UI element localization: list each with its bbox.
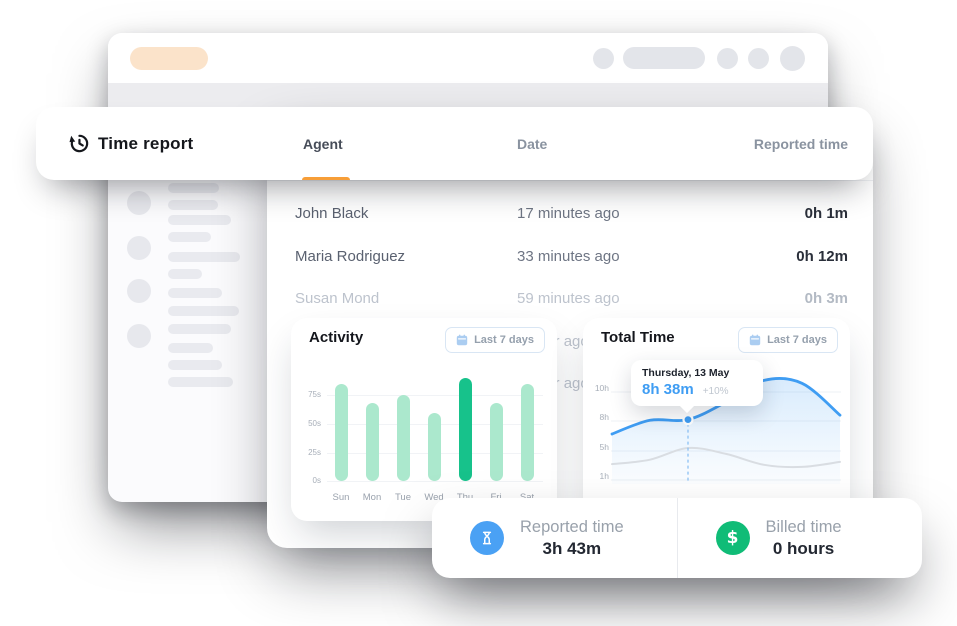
- history-clock-icon: [69, 134, 89, 153]
- y-axis-tick: 25s: [308, 448, 321, 457]
- calendar-icon: [749, 334, 761, 346]
- agent-cell: John Black: [295, 205, 369, 222]
- gridline: [327, 481, 543, 482]
- tab-agent-underline: [302, 177, 350, 180]
- skeleton-text-line: [168, 232, 211, 242]
- y-axis-tick: 5h: [599, 442, 609, 452]
- x-axis-tick: Tue: [394, 492, 412, 503]
- column-header-reported-time[interactable]: Reported time: [753, 135, 848, 152]
- skeleton-text-line: [168, 269, 202, 279]
- calendar-icon: [456, 334, 468, 346]
- skeleton-text-line: [168, 360, 222, 370]
- activity-period-button[interactable]: Last 7 days: [445, 327, 545, 353]
- tab-agent[interactable]: Agent: [303, 135, 343, 152]
- y-axis-tick: 0s: [312, 476, 321, 485]
- y-axis-tick: 75s: [308, 390, 321, 399]
- comparison-line: [611, 446, 841, 469]
- x-axis-tick: Wed: [424, 492, 444, 503]
- avatar-placeholder: [593, 48, 614, 69]
- y-axis-tick: 8h: [599, 412, 609, 422]
- activity-bar-sat[interactable]: [520, 384, 534, 481]
- skeleton-text-line: [168, 324, 231, 334]
- activity-bar-fri[interactable]: [489, 403, 503, 481]
- skeleton-text-line: [168, 200, 218, 210]
- search-placeholder: [623, 47, 705, 69]
- activity-card: Activity Last 7 days 0s 25s 50s 75s Sun Mon Tu…: [291, 318, 557, 521]
- date-cell: 17 minutes ago: [517, 205, 620, 222]
- x-axis-tick: Fri: [480, 492, 512, 503]
- activity-period-label: Last 7 days: [474, 334, 534, 346]
- tooltip-value: 8h 38m: [642, 381, 694, 398]
- activity-bar-thu[interactable]: [458, 378, 472, 481]
- toolbar-dot-3: [780, 46, 805, 71]
- y-axis-tick: 10h: [594, 383, 609, 393]
- tooltip-delta: +10%: [702, 386, 729, 397]
- skeleton-text-line: [168, 377, 233, 387]
- page-title: Time report: [98, 133, 194, 153]
- activity-title: Activity: [309, 329, 364, 346]
- reported-time-cell: 0h 3m: [804, 290, 848, 307]
- table-row[interactable]: Susan Mond 59 minutes ago 0h 3m: [267, 288, 873, 310]
- skeleton-avatar: [127, 324, 151, 348]
- table-row[interactable]: Maria Rodriguez 33 minutes ago 0h 12m: [267, 246, 873, 268]
- skeleton-text-line: [168, 288, 222, 298]
- date-cell: 33 minutes ago: [517, 247, 620, 265]
- skeleton-text-line: [168, 252, 240, 262]
- column-header-date[interactable]: Date: [517, 135, 548, 152]
- skeleton-text-line: [168, 343, 213, 353]
- date-cell: 59 minutes ago: [517, 290, 620, 307]
- reported-area: [612, 378, 840, 484]
- x-axis-tick: Mon: [362, 492, 382, 503]
- highlight-point[interactable]: [682, 413, 694, 426]
- activity-bar-sun[interactable]: [334, 384, 348, 481]
- toolbar-dot-1: [717, 48, 738, 69]
- skeleton-avatar: [127, 279, 151, 303]
- logo-placeholder: [130, 47, 208, 70]
- hourglass-icon: [470, 521, 504, 555]
- total-time-period-button[interactable]: Last 7 days: [738, 327, 838, 353]
- skeleton-avatar: [127, 236, 151, 260]
- reported-time-label: Reported time: [520, 518, 624, 537]
- total-time-period-label: Last 7 days: [767, 334, 827, 346]
- y-axis-tick: 50s: [308, 419, 321, 428]
- skeleton-text-line: [168, 306, 239, 316]
- toolbar-dot-2: [748, 48, 769, 69]
- reported-time-summary: Reported time 3h 43m: [432, 498, 677, 578]
- browser-header: [108, 33, 828, 83]
- time-report-header: Time report Agent Date Reported time: [36, 107, 873, 180]
- x-axis-tick: Sun: [332, 492, 350, 503]
- skeleton-text-line: [168, 183, 219, 193]
- skeleton-text-line: [168, 215, 231, 225]
- agent-cell: Maria Rodriguez: [295, 247, 406, 265]
- billed-time-label: Billed time: [765, 518, 842, 537]
- activity-bar-tue[interactable]: [396, 395, 410, 481]
- reported-time-cell: 0h 12m: [796, 247, 848, 265]
- chart-tooltip: Thursday, 13 May 8h 38m +10%: [631, 360, 763, 406]
- activity-bar-mon[interactable]: [365, 403, 379, 481]
- skeleton-avatar: [127, 191, 151, 215]
- total-time-card: Total Time Last 7 days 1h 5h 8h 10h Thursda…: [583, 318, 850, 520]
- agent-cell: Susan Mond: [295, 290, 380, 307]
- billed-time-value: 0 hours: [772, 538, 835, 558]
- reported-time-value: 3h 43m: [542, 538, 602, 558]
- reported-time-cell: 0h 1m: [804, 205, 848, 222]
- browser-subheader: [108, 83, 828, 108]
- y-axis-tick: 1h: [599, 471, 609, 481]
- x-axis-tick: Sat: [511, 492, 543, 503]
- line-chart-svg: [610, 377, 842, 484]
- table-row[interactable]: John Black 17 minutes ago 0h 1m: [267, 203, 873, 225]
- dollar-icon: $: [715, 521, 750, 555]
- summary-bar: Reported time 3h 43m $ Billed time 0 hou…: [432, 498, 922, 578]
- total-time-title: Total Time: [601, 329, 675, 346]
- tooltip-date: Thursday, 13 May: [642, 367, 730, 379]
- x-axis-tick: Thu: [449, 492, 481, 503]
- gridline: [327, 395, 543, 396]
- header-separator: [267, 180, 873, 181]
- activity-bar-wed[interactable]: [427, 413, 441, 481]
- billed-time-summary: $ Billed time 0 hours: [676, 498, 923, 578]
